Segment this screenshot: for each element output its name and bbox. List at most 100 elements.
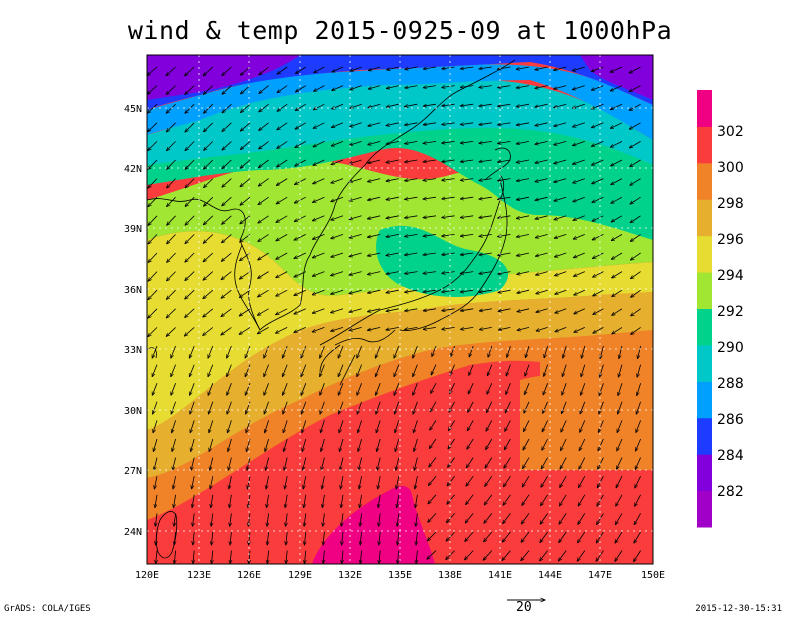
- wind-vector: [166, 289, 176, 299]
- wind-vector: [598, 438, 604, 451]
- wind-vector: [629, 122, 641, 129]
- wind-vector: [331, 327, 344, 331]
- wind-vector: [555, 308, 567, 313]
- wind-vector: [386, 122, 399, 126]
- wind-vector: [360, 494, 362, 508]
- wind-vector: [460, 253, 474, 255]
- wind-vector: [166, 66, 176, 76]
- wind-vector: [612, 308, 623, 316]
- wind-vector: [153, 438, 158, 452]
- wind-vector: [615, 550, 623, 562]
- wind-vector: [617, 438, 623, 451]
- wind-vector: [185, 289, 195, 299]
- wind-vector: [460, 141, 474, 143]
- wind-vector: [167, 252, 176, 262]
- wind-vector: [342, 550, 343, 564]
- wind-vector: [593, 327, 604, 333]
- wind-vector: [485, 457, 493, 468]
- wind-vector: [397, 531, 398, 545]
- wind-vector: [405, 85, 418, 88]
- wind-vector: [630, 234, 641, 241]
- wind-vector: [629, 141, 641, 148]
- colorbar-swatch: [697, 90, 712, 127]
- wind-vector: [592, 252, 604, 259]
- wind-vector: [636, 420, 641, 432]
- wind-vector: [349, 141, 362, 145]
- wind-vector: [592, 178, 604, 184]
- wind-vector: [239, 327, 251, 334]
- wind-vector: [574, 289, 585, 295]
- wind-vector: [479, 104, 492, 106]
- wind-vector: [451, 345, 455, 357]
- map-title: wind & temp 2015-0925-09 at 1000hPa: [127, 16, 673, 45]
- wind-vector: [277, 141, 288, 148]
- wind-vector: [631, 271, 641, 279]
- wind-vector: [598, 457, 604, 470]
- wind-vector: [147, 66, 158, 76]
- wind-vector: [487, 364, 493, 376]
- wind-vector: [320, 383, 325, 395]
- wind-vector: [239, 271, 251, 280]
- wind-vector: [535, 178, 548, 182]
- wind-vector: [152, 345, 158, 358]
- wind-vector: [498, 308, 511, 312]
- wind-vector: [340, 476, 344, 489]
- wind-vector: [599, 401, 604, 414]
- wind-vector: [349, 327, 362, 330]
- wind-vector: [276, 327, 288, 333]
- wind-vector: [153, 401, 158, 414]
- wind-vector: [276, 252, 288, 259]
- wind-vector: [479, 289, 492, 292]
- wind-vector: [339, 420, 344, 432]
- wind-vector: [148, 215, 158, 226]
- wind-vector: [314, 66, 325, 73]
- wind-vector: [240, 141, 251, 149]
- wind-vector: [264, 345, 269, 358]
- wind-vector: [203, 234, 214, 243]
- wind-vector: [542, 420, 548, 431]
- wind-vector: [323, 550, 324, 564]
- wind-vector: [574, 308, 585, 314]
- wind-vector: [341, 494, 344, 508]
- wind-vector: [517, 327, 530, 330]
- wind-vector: [630, 159, 641, 167]
- wind-vector: [423, 85, 437, 88]
- wind-vector: [555, 289, 567, 294]
- wind-vector: [277, 122, 288, 130]
- wind-vector: [285, 494, 288, 508]
- wind-vector: [479, 253, 492, 255]
- wind-vector: [248, 513, 250, 526]
- wind-vector: [423, 327, 437, 329]
- wind-vector: [294, 271, 306, 277]
- wind-vector: [535, 215, 548, 219]
- wind-vector: [360, 550, 361, 564]
- wind-vector: [405, 327, 418, 329]
- wind-vector: [331, 178, 344, 184]
- wind-vector: [596, 550, 604, 562]
- wind-vector: [338, 364, 344, 377]
- wind-vector: [416, 513, 418, 526]
- wind-vector: [208, 345, 214, 358]
- wind-vector: [313, 159, 325, 165]
- wind-vector: [554, 196, 567, 201]
- wind-vector: [320, 401, 325, 414]
- wind-vector: [535, 234, 548, 237]
- wind-vector: [488, 345, 493, 357]
- wind-vector: [416, 550, 417, 564]
- wind-vector: [322, 476, 325, 489]
- wind-vector: [286, 550, 287, 564]
- wind-vector: [259, 66, 269, 75]
- wind-vector: [357, 345, 362, 358]
- wind-vector: [192, 476, 195, 489]
- wind-vector: [516, 122, 530, 125]
- wind-vector: [240, 122, 251, 131]
- wind-vector: [618, 364, 623, 378]
- wind-vector: [536, 271, 548, 275]
- wind-vector: [522, 475, 530, 487]
- wind-vector: [185, 159, 195, 169]
- wind-vector: [148, 196, 158, 206]
- wind-vector: [396, 476, 400, 489]
- wind-vector: [259, 103, 269, 112]
- wind-vector: [171, 364, 176, 377]
- wind-vector: [442, 141, 455, 143]
